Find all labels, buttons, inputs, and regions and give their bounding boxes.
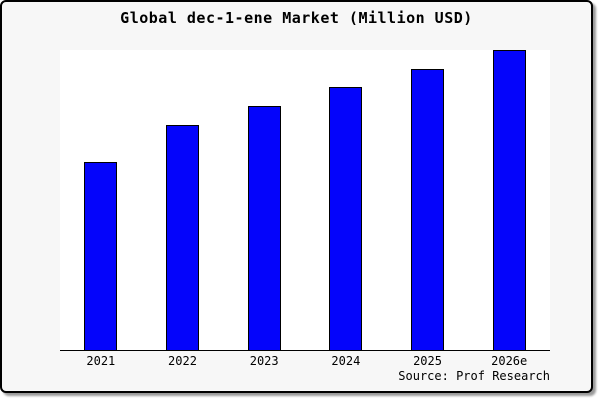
bar-slot-2026e [468, 50, 550, 350]
x-tick-label-2022: 2022 [168, 354, 197, 368]
bar-2021 [84, 161, 118, 350]
bar-slot-2025 [387, 50, 469, 350]
chart-window: Global dec-1-ene Market (Million USD) 20… [0, 0, 593, 393]
x-tick-label-2025: 2025 [413, 354, 442, 368]
bar-slot-2021 [60, 50, 142, 350]
chart-title: Global dec-1-ene Market (Million USD) [120, 9, 473, 27]
bar-slot-2022 [142, 50, 224, 350]
x-axis-labels: 2021 2022 2023 2024 2025 2026e [60, 354, 550, 368]
bar-2023 [247, 106, 281, 350]
bar-2025 [411, 68, 445, 350]
bar-slot-2024 [305, 50, 387, 350]
x-tick-label-2021: 2021 [86, 354, 116, 368]
x-tick-label-2023: 2023 [249, 354, 279, 368]
bar-2022 [166, 125, 199, 350]
bar-slot-2023 [223, 50, 305, 350]
bar-2024 [329, 86, 363, 350]
bars-container [60, 50, 550, 350]
x-tick-label-2024: 2024 [331, 354, 361, 368]
bar-2026e [492, 50, 526, 350]
x-tick-label-2026e: 2026e [491, 354, 528, 368]
source-credit: Source: Prof Research [398, 369, 550, 383]
plot-area [60, 50, 550, 351]
